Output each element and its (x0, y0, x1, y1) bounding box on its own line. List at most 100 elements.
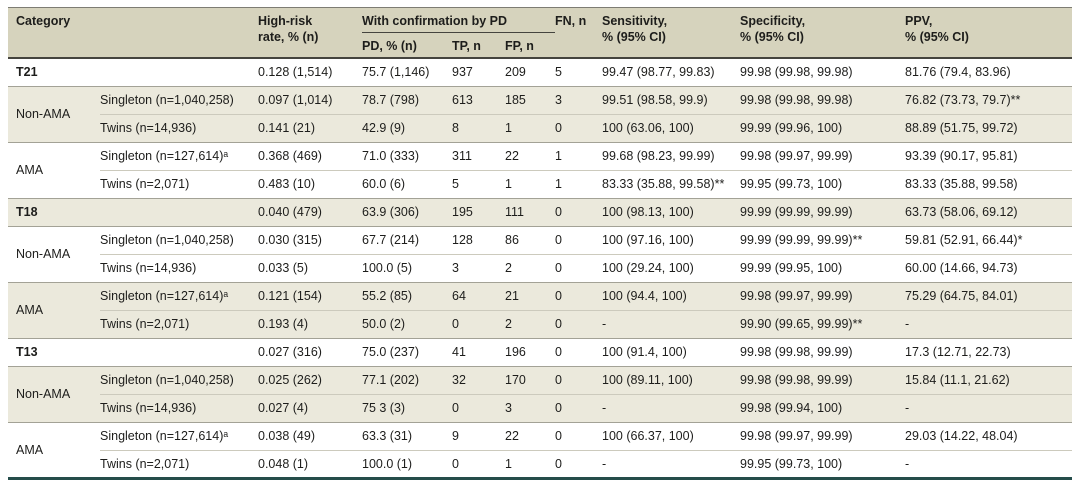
cell-subgroup: Twins (n=14,936) (100, 393, 258, 422)
cell-high-risk-rate: 0.193 (4) (258, 309, 362, 338)
cell-fn: 0 (555, 421, 602, 450)
cell-subgroup: Twins (n=2,071) (100, 169, 258, 198)
cell-ppv: 93.39 (90.17, 95.81) (905, 141, 1072, 170)
cell-ppv: - (905, 449, 1072, 478)
cell-subgroup: Twins (n=2,071) (100, 449, 258, 478)
cell-high-risk-rate: 0.097 (1,014) (258, 85, 362, 114)
cell-ppv: 83.33 (35.88, 99.58) (905, 169, 1072, 198)
col-header-specificity: Specificity, % (95% CI) (740, 7, 905, 58)
cell-ppv: 63.73 (58.06, 69.12) (905, 197, 1072, 226)
table-row-t13-nonama-singleton: Non-AMA Singleton (n=1,040,258) 0.025 (2… (8, 365, 1072, 422)
cell-subgroup: Twins (n=14,936) (100, 253, 258, 282)
cell-ppv: 29.03 (14.22, 48.04) (905, 421, 1072, 450)
cell-high-risk-rate: 0.027 (4) (258, 393, 362, 422)
cell-pd: 78.7 (798) (362, 85, 452, 114)
col-header-high-risk-rate: High-risk rate, % (n) (258, 7, 362, 58)
table-row-t21-ama-singleton: AMA Singleton (n=127,614)ᵃ 0.368 (469) 7… (8, 141, 1072, 198)
col-header-fp: FP, n (505, 32, 555, 58)
cell-fn: 3 (555, 85, 602, 114)
cell-subgroup: Singleton (n=127,614)ᵃ (100, 421, 258, 450)
cell-tp: 195 (452, 197, 505, 226)
cell-group: Non-AMA (8, 365, 100, 422)
cell-ppv: - (905, 393, 1072, 422)
cell-category-total: T13 (8, 337, 258, 366)
cell-ppv: 60.00 (14.66, 94.73) (905, 253, 1072, 282)
cell-specificity: 99.98 (99.98, 99.98) (740, 85, 905, 114)
cell-fp: 22 (505, 141, 555, 170)
table-row-t18-ama-twins: Twins (n=2,071) 0.193 (4) 50.0 (2) 0 2 0… (8, 309, 1072, 338)
cell-sensitivity: 100 (89.11, 100) (602, 365, 740, 394)
cell-subgroup: Singleton (n=1,040,258) (100, 365, 258, 394)
cell-sensitivity: 99.51 (98.58, 99.9) (602, 85, 740, 114)
cell-fn: 0 (555, 197, 602, 226)
table-row-t21-ama-twins: Twins (n=2,071) 0.483 (10) 60.0 (6) 5 1 … (8, 169, 1072, 198)
cell-category-total: T21 (8, 57, 258, 86)
cell-specificity: 99.98 (99.98, 99.99) (740, 365, 905, 394)
cell-fn: 1 (555, 169, 602, 198)
cell-sensitivity: 100 (97.16, 100) (602, 225, 740, 254)
cell-tp: 311 (452, 141, 505, 170)
cell-high-risk-rate: 0.121 (154) (258, 281, 362, 310)
cell-pd: 63.9 (306) (362, 197, 452, 226)
cell-ppv: - (905, 309, 1072, 338)
cell-pd: 75.0 (237) (362, 337, 452, 366)
cell-specificity: 99.99 (99.96, 100) (740, 113, 905, 142)
cell-specificity: 99.98 (99.97, 99.99) (740, 421, 905, 450)
cell-fn: 0 (555, 225, 602, 254)
cell-specificity: 99.98 (99.98, 99.99) (740, 337, 905, 366)
cell-ppv: 81.76 (79.4, 83.96) (905, 57, 1072, 86)
cell-fp: 86 (505, 225, 555, 254)
col-header-confirmation-group: With confirmation by PD (362, 7, 555, 33)
cell-pd: 67.7 (214) (362, 225, 452, 254)
cell-ppv: 75.29 (64.75, 84.01) (905, 281, 1072, 310)
cell-fp: 3 (505, 393, 555, 422)
col-header-sensitivity: Sensitivity, % (95% CI) (602, 7, 740, 58)
cell-sensitivity: 100 (63.06, 100) (602, 113, 740, 142)
header-row-top: Category High-risk rate, % (n) With conf… (8, 7, 1072, 58)
cell-subgroup: Singleton (n=1,040,258) (100, 225, 258, 254)
cell-subgroup: Singleton (n=127,614)ᵃ (100, 281, 258, 310)
cell-specificity: 99.95 (99.73, 100) (740, 169, 905, 198)
cell-sensitivity: - (602, 393, 740, 422)
cell-high-risk-rate: 0.128 (1,514) (258, 57, 362, 86)
cell-tp: 0 (452, 393, 505, 422)
header-row-sub: PD, % (n) TP, n FP, n (8, 32, 1072, 58)
cell-pd: 55.2 (85) (362, 281, 452, 310)
cell-fp: 196 (505, 337, 555, 366)
cell-high-risk-rate: 0.025 (262) (258, 365, 362, 394)
cell-fp: 1 (505, 113, 555, 142)
col-header-category: Category (8, 7, 258, 58)
cell-high-risk-rate: 0.030 (315) (258, 225, 362, 254)
results-table: Category High-risk rate, % (n) With conf… (8, 7, 1072, 480)
col-header-ppv: PPV, % (95% CI) (905, 7, 1072, 58)
cell-fn: 0 (555, 113, 602, 142)
col-header-fn: FN, n (555, 7, 602, 58)
cell-ppv: 59.81 (52.91, 66.44)* (905, 225, 1072, 254)
table-row-t18-ama-singleton: AMA Singleton (n=127,614)ᵃ 0.121 (154) 5… (8, 281, 1072, 338)
cell-fn: 0 (555, 393, 602, 422)
cell-pd: 60.0 (6) (362, 169, 452, 198)
cell-ppv: 17.3 (12.71, 22.73) (905, 337, 1072, 366)
cell-pd: 71.0 (333) (362, 141, 452, 170)
cell-tp: 9 (452, 421, 505, 450)
cell-tp: 41 (452, 337, 505, 366)
cell-high-risk-rate: 0.033 (5) (258, 253, 362, 282)
cell-specificity: 99.99 (99.99, 99.99)** (740, 225, 905, 254)
cell-subgroup: Twins (n=14,936) (100, 113, 258, 142)
cell-group: Non-AMA (8, 225, 100, 282)
col-header-tp: TP, n (452, 32, 505, 58)
cell-high-risk-rate: 0.027 (316) (258, 337, 362, 366)
table-row-t21-total: T21 0.128 (1,514) 75.7 (1,146) 937 209 5… (8, 57, 1072, 86)
cell-tp: 937 (452, 57, 505, 86)
cell-pd: 100.0 (5) (362, 253, 452, 282)
cell-ppv: 76.82 (73.73, 79.7)** (905, 85, 1072, 114)
cell-tp: 5 (452, 169, 505, 198)
cell-subgroup: Twins (n=2,071) (100, 309, 258, 338)
cell-fn: 0 (555, 365, 602, 394)
cell-fn: 0 (555, 281, 602, 310)
cell-fn: 1 (555, 141, 602, 170)
table-row-t18-nonama-twins: Twins (n=14,936) 0.033 (5) 100.0 (5) 3 2… (8, 253, 1072, 282)
cell-specificity: 99.98 (99.94, 100) (740, 393, 905, 422)
cell-sensitivity: 83.33 (35.88, 99.58)** (602, 169, 740, 198)
results-table-container: Category High-risk rate, % (n) With conf… (8, 7, 1072, 480)
